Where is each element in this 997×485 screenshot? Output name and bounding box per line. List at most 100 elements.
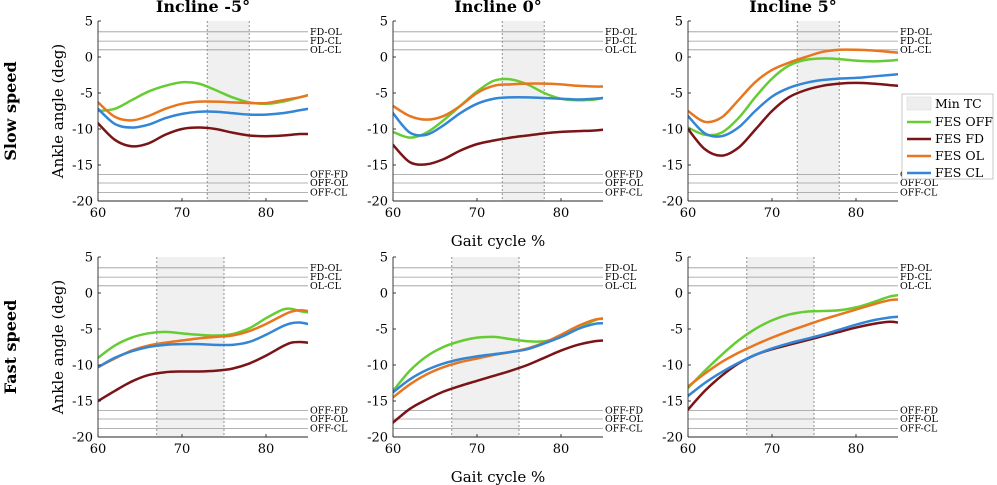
series-fes-off [688, 293, 898, 390]
y-tick-label: -5 [670, 323, 683, 338]
y-tick-label: -15 [662, 159, 683, 174]
y-tick-label: -20 [662, 195, 683, 210]
x-tick-label: 70 [174, 442, 191, 457]
y-tick-label: -15 [367, 159, 388, 174]
series-group [688, 293, 898, 411]
row-label-fast: Fast speed [1, 300, 20, 395]
sig-label-top: FD-CL [605, 36, 637, 47]
col-title-incline-0: Incline 0° [454, 0, 542, 16]
sig-label-bottom: OFF-OL [310, 414, 349, 425]
series-fes-cl [98, 107, 308, 129]
series-fes-fd [393, 128, 603, 166]
y-tick-label: -20 [367, 431, 388, 446]
sig-label-top: OL-CL [310, 45, 342, 56]
x-tick-label: 80 [553, 206, 570, 221]
legend: Min TC FES OFF FES FD FES OL FES CL [901, 93, 994, 180]
y-tick-label: 5 [380, 15, 388, 30]
y-tick-label: 5 [675, 251, 683, 266]
sig-label-top: FD-CL [900, 272, 932, 283]
row-label-slow: Slow speed [1, 61, 20, 160]
y-tick-label: -5 [80, 323, 93, 338]
x-tick-label: 60 [385, 206, 402, 221]
min-tc-band [156, 257, 224, 437]
x-tick-label: 80 [258, 442, 275, 457]
x-tick-label: 80 [553, 442, 570, 457]
legend-fes-cl-label: FES CL [935, 165, 983, 180]
series-fes-ol [393, 82, 603, 121]
sig-label-top: FD-OL [900, 27, 932, 38]
sig-label-bottom: OFF-OL [605, 178, 644, 189]
x-tick-label: 70 [469, 442, 486, 457]
series-fes-fd [98, 340, 308, 403]
y-tick-label: -10 [662, 123, 683, 138]
sig-label-top: FD-OL [310, 263, 342, 274]
x-tick-label: 70 [469, 206, 486, 221]
sig-label-top: OL-CL [310, 281, 342, 292]
sig-label-bottom: OFF-FD [605, 405, 643, 416]
xlabel-fast: Gait cycle % [451, 468, 546, 485]
xlabel-slow: Gait cycle % [451, 232, 546, 250]
sig-label-bottom: OFF-FD [605, 169, 643, 180]
sig-label-bottom: OFF-FD [900, 405, 938, 416]
sig-label-bottom: OFF-CL [605, 423, 643, 434]
col-title-incline-minus5: Incline -5° [156, 0, 250, 16]
x-tick-label: 60 [680, 442, 697, 457]
y-tick-label: 5 [675, 15, 683, 30]
x-tick-label: 70 [764, 442, 781, 457]
sig-label-bottom: OFF-CL [310, 423, 348, 434]
series-fes-cl [393, 95, 603, 137]
ylabel-slow: Ankle angle (deg) [49, 44, 67, 179]
sig-label-bottom: OFF-OL [310, 178, 349, 189]
y-tick-label: -10 [367, 123, 388, 138]
y-tick-label: 0 [675, 287, 683, 302]
y-tick-label: -15 [662, 395, 683, 410]
y-tick-label: -15 [367, 395, 388, 410]
sig-label-top: FD-OL [605, 263, 637, 274]
x-tick-label: 60 [385, 442, 402, 457]
y-tick-label: -5 [80, 87, 93, 102]
y-tick-label: 5 [85, 251, 93, 266]
legend-fes-ol-label: FES OL [935, 148, 984, 163]
series-fes-ol [98, 93, 308, 122]
series-fes-cl [688, 315, 898, 398]
series-fes-fd [98, 121, 308, 148]
ylabel-fast: Ankle angle (deg) [49, 280, 67, 415]
series-fes-off [98, 80, 308, 113]
y-tick-label: 0 [380, 287, 388, 302]
y-tick-label: -5 [375, 323, 388, 338]
sig-label-bottom: OFF-CL [605, 187, 643, 198]
sig-label-bottom: OFF-FD [310, 169, 348, 180]
sig-label-top: OL-CL [605, 281, 637, 292]
sig-label-top: FD-CL [310, 36, 342, 47]
x-tick-label: 60 [90, 442, 107, 457]
y-tick-label: 0 [85, 287, 93, 302]
y-tick-label: 0 [675, 51, 683, 66]
y-tick-label: -20 [72, 195, 93, 210]
series-fes-fd [393, 339, 603, 424]
sig-label-top: FD-OL [900, 263, 932, 274]
y-tick-label: 5 [85, 15, 93, 30]
min-tc-band [451, 257, 519, 437]
y-tick-label: 0 [380, 51, 388, 66]
y-tick-label: -5 [375, 87, 388, 102]
sig-label-top: FD-CL [310, 272, 342, 283]
y-tick-label: -10 [367, 359, 388, 374]
panel-2: FD-OLFD-CLOL-CLOFF-FDOFF-OLOFF-CL50-5-10… [662, 15, 938, 222]
series-group [98, 307, 308, 403]
sig-label-bottom: OFF-OL [900, 178, 939, 189]
y-tick-label: 0 [85, 51, 93, 66]
sig-label-bottom: OFF-FD [310, 405, 348, 416]
legend-min-tc-swatch [906, 96, 932, 111]
series-group [393, 77, 603, 166]
y-tick-label: -10 [662, 359, 683, 374]
y-tick-label: -20 [367, 195, 388, 210]
series-fes-cl [98, 321, 308, 369]
y-tick-label: -5 [670, 87, 683, 102]
series-group [393, 316, 603, 424]
y-tick-label: -20 [662, 431, 683, 446]
